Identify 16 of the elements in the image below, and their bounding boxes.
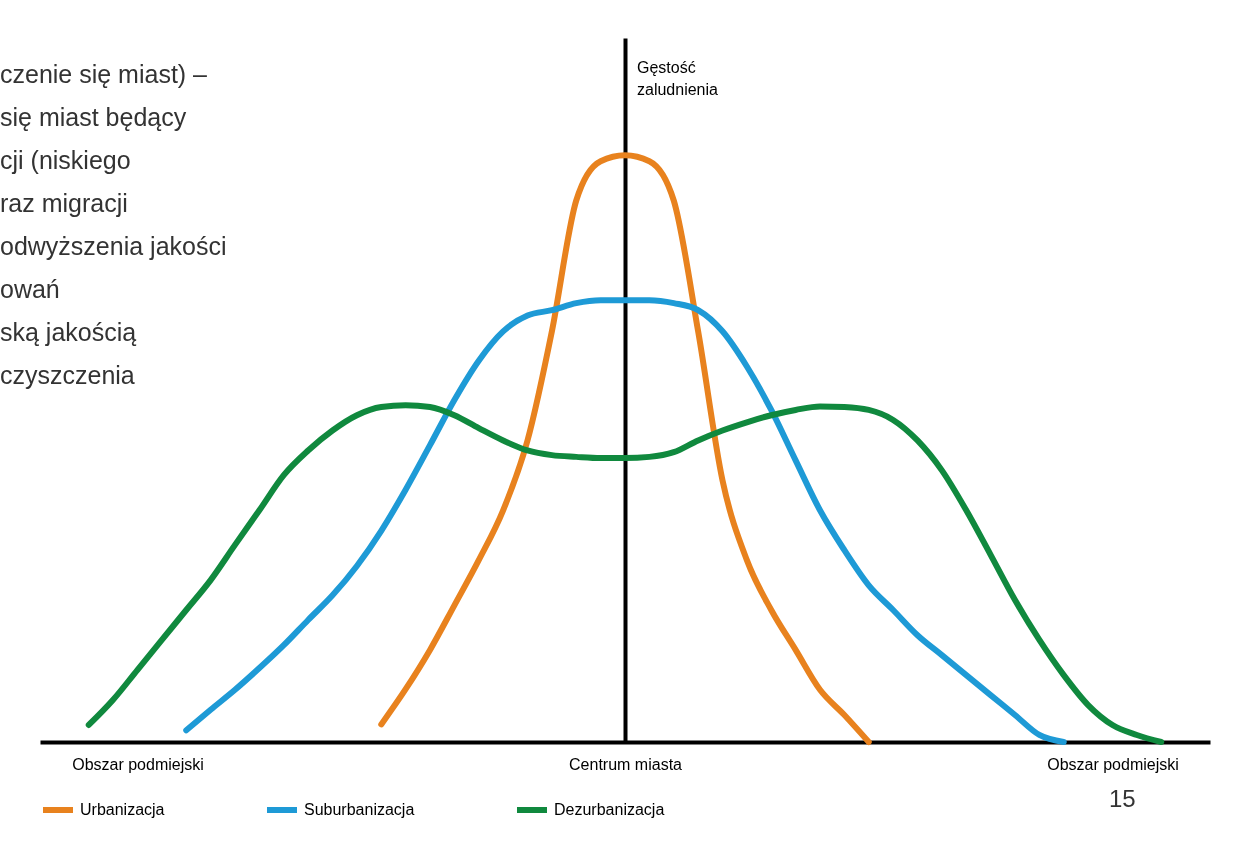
x-tick-label: Obszar podmiejski [1047, 755, 1179, 773]
x-tick-label: Centrum miasta [569, 755, 683, 773]
legend-label: Urbanizacja [80, 801, 165, 818]
text: czenie się miast) – [0, 60, 208, 88]
legend-label: Dezurbanizacja [554, 801, 665, 818]
legend-label: Suburbanizacja [304, 801, 415, 818]
text: 15 [1108, 785, 1136, 812]
annotation: raz migracji [0, 189, 128, 217]
x-tick-label: Obszar podmiejski [72, 755, 204, 773]
annotation: odwyższenia jakości [0, 232, 227, 260]
text: się miast będący [0, 103, 187, 131]
annotation: ską jakością [0, 318, 137, 346]
y-axis-title: Gęstość zaludnienia [637, 59, 719, 98]
annotation: cji (niskiego [0, 146, 131, 174]
annotation: owań [0, 275, 60, 303]
annotation: czyszczenia [0, 361, 135, 389]
